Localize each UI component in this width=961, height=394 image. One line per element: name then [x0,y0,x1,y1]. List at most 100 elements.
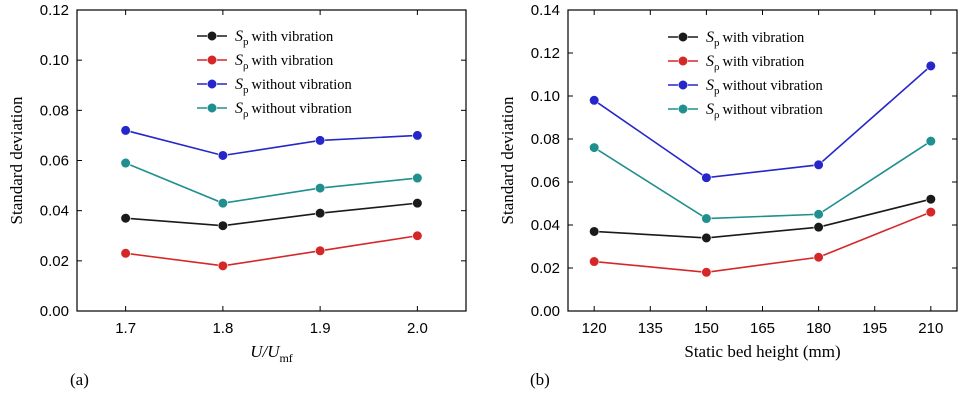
legend-marker [677,103,689,115]
data-point [701,172,712,183]
y-tick-label: 0.14 [531,2,560,19]
y-tick-label: 0.12 [40,2,69,19]
y-tick-label: 0.08 [531,131,560,148]
x-tick-label: 1.7 [115,320,136,337]
legend-subscript: p [714,37,720,49]
series-line [593,65,932,179]
legend-subscript: p [243,84,249,96]
x-axis-label: Static bed height (mm) [684,342,840,361]
series-line [125,129,418,157]
y-tick-label: 0.06 [531,174,560,191]
x-axis-label-sub: mf [279,351,292,365]
legend-symbol: S [706,53,714,70]
y-tick-label: 0.10 [40,52,69,69]
x-tick-label: 1.8 [212,320,233,337]
legend-entry: Sρ with vibration [235,52,334,72]
data-point [925,136,936,147]
data-point [813,159,824,170]
data-point [120,157,131,169]
data-point [813,252,824,263]
legend-entry: Sρ without vibration [235,100,353,120]
y-axis-label: Standard deviation [498,96,517,224]
y-tick-label: 0.00 [40,303,69,320]
legend-symbol: S [235,76,243,93]
data-point [412,172,423,184]
panel-label: (a) [70,370,89,389]
series-line [593,140,932,220]
data-point [412,198,423,209]
panel-label: (b) [530,370,550,389]
legend-marker [677,55,689,67]
legend-symbol: S [706,29,714,46]
data-point [217,198,228,209]
data-point [120,248,131,259]
series-line [594,198,932,239]
legend-suffix: without vibration [723,78,824,94]
legend-marker [206,102,218,114]
data-point [412,230,423,241]
data-point [315,245,326,256]
data-point [813,209,824,220]
x-tick-label: 120 [582,320,607,337]
legend-entry: Sp with vibration [235,28,334,48]
series-line [594,211,932,274]
y-tick-label: 0.04 [531,217,560,234]
data-point [925,60,936,72]
y-tick-label: 0.02 [531,260,560,277]
x-tick-label: 165 [750,320,775,337]
panel-b: 0.00 0.02 0.04 0.06 0.08 0.10 0.12 0.14 120 135 15… [498,2,958,389]
data-point [315,182,326,194]
x-tick-label: 150 [694,320,719,337]
series-line [125,162,418,204]
legend-suffix: without vibration [252,77,353,93]
data-point [701,213,712,224]
x-axis-label: U/Umf [250,342,293,365]
legend-suffix: with vibration [723,30,806,46]
legend-subscript: ρ [243,108,249,120]
data-point [589,256,600,267]
x-tick-label: 2.0 [407,320,428,337]
data-point [925,194,936,205]
y-tick-label: 0.02 [40,253,69,270]
legend-subscript: p [243,36,249,48]
legend-subscript: ρ [714,61,720,73]
legend-entry: Sp with vibration [706,29,805,49]
y-tick-label: 0.08 [40,102,69,119]
data-point [589,142,600,153]
legend-marker [206,30,218,42]
data-point [925,207,936,218]
data-point [813,222,824,233]
legend-symbol: S [706,101,714,118]
x-tick-label: 1.9 [310,320,331,337]
data-point [412,130,423,141]
y-tick-label: 0.10 [531,88,560,105]
legend-subscript: p [714,85,720,97]
series-line [125,234,418,267]
legend-symbol: S [235,100,243,117]
data-point [217,150,228,161]
x-tick-label: 195 [862,320,887,337]
x-tick-label: 135 [638,320,663,337]
legend-subscript: ρ [714,109,720,121]
data-point [217,260,228,271]
data-point [120,125,131,136]
legend-marker [206,78,218,90]
legend-suffix: with vibration [252,53,335,69]
y-tick-label: 0.06 [40,153,69,170]
data-point [217,220,228,231]
data-point [701,232,712,243]
series-line [125,202,418,227]
legend-entry: Sp without vibration [235,76,353,96]
x-tick-label: 180 [806,320,831,337]
legend-symbol: S [706,77,714,94]
data-point [120,213,131,224]
legend-subscript: ρ [243,60,249,72]
x-axis-label-main: U/U [250,342,281,361]
legend-entry: Sρ without vibration [706,101,824,121]
x-tick-label: 210 [918,320,943,337]
legend-suffix: without vibration [723,102,824,118]
data-point [701,267,712,278]
y-tick-label: 0.12 [531,45,560,62]
legend-marker [677,79,689,91]
